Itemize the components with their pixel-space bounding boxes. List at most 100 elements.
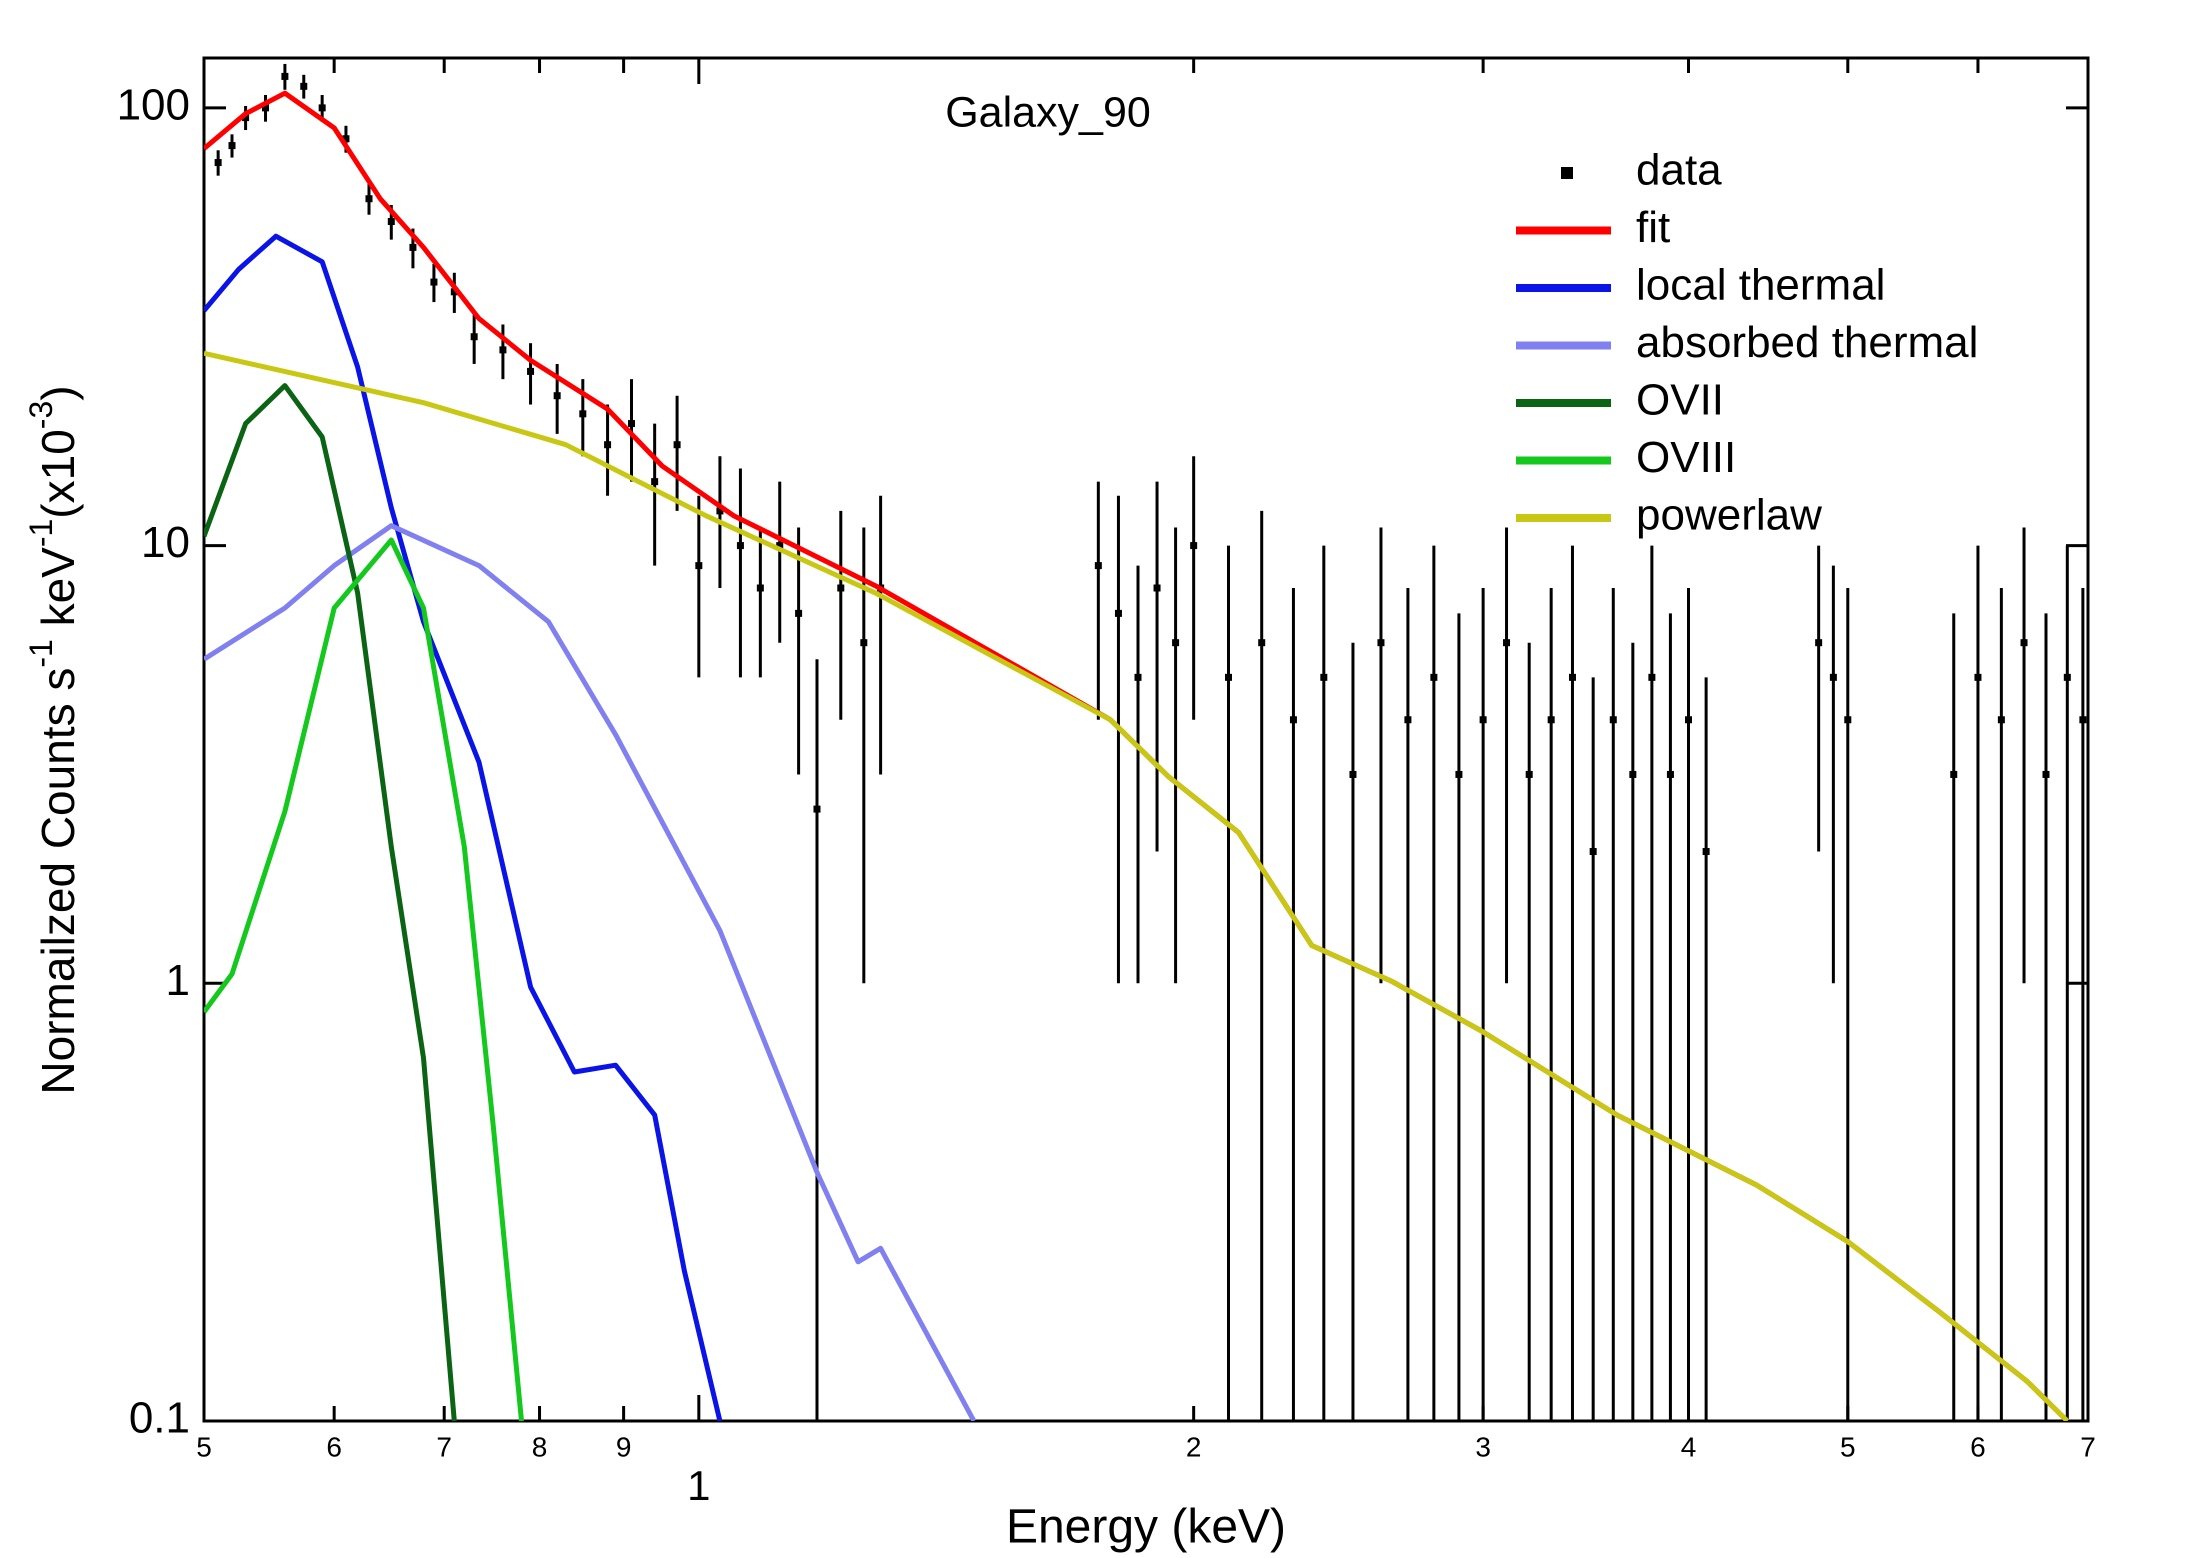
data-point (2079, 716, 2087, 724)
data-point (837, 584, 845, 592)
data-point (673, 441, 681, 449)
x-tick-label: 5 (1840, 1431, 1856, 1462)
data-point (795, 609, 803, 617)
legend-label: data (1636, 146, 1722, 195)
data-point (1829, 673, 1837, 681)
data-point (1455, 770, 1463, 778)
data-point (318, 104, 326, 112)
data-point (281, 72, 289, 80)
series-line (204, 537, 524, 1421)
data-point (736, 542, 744, 550)
y-tick-label: 10 (141, 518, 190, 567)
data-point (1349, 770, 1357, 778)
plot-frame (202, 56, 2090, 1423)
data-point (1289, 716, 1297, 724)
data-point (1153, 584, 1161, 592)
data-point (1589, 848, 1597, 856)
data-point (262, 104, 270, 112)
x-tick-label: 4 (1681, 1431, 1697, 1462)
legend-label: powerlaw (1636, 491, 1822, 540)
data-point (470, 333, 478, 341)
data-point (1224, 673, 1232, 681)
data-point (776, 542, 784, 550)
y-tick-label: 100 (117, 80, 190, 129)
data-point (1568, 673, 1576, 681)
data-point (387, 218, 395, 226)
data-point (342, 135, 350, 143)
x-tick-label: 3 (1475, 1431, 1491, 1462)
data-point (1525, 770, 1533, 778)
data-point (1702, 848, 1710, 856)
x-tick-label: 5 (196, 1431, 212, 1462)
y-axis-label-part: keV (32, 547, 84, 639)
data-point (695, 562, 703, 570)
data-point (1950, 770, 1958, 778)
data-point (214, 159, 222, 167)
data-point (430, 278, 438, 286)
data-point (604, 441, 612, 449)
data-point (1430, 673, 1438, 681)
chart-title: Galaxy_90 (945, 88, 1151, 136)
data-point (300, 82, 308, 90)
y-axis-label-part: -3 (23, 401, 59, 429)
data-point (527, 367, 535, 375)
x-tick-label: 1 (687, 1462, 710, 1509)
y-tick-label: 1 (166, 956, 190, 1005)
legend-label: local thermal (1636, 261, 1885, 310)
data-point (1648, 673, 1656, 681)
data-point (1320, 673, 1328, 681)
data-point (1844, 716, 1852, 724)
series-line (204, 350, 2070, 1421)
data-point (450, 288, 458, 296)
x-tick-label: 8 (532, 1431, 548, 1462)
series-line (204, 523, 977, 1421)
y-axis-label-part: (x10 (32, 429, 84, 518)
x-tick-label: 2 (1186, 1431, 1202, 1462)
data-point (228, 142, 236, 150)
data-point (1094, 562, 1102, 570)
data-point (1997, 716, 2005, 724)
data-point (1258, 639, 1266, 647)
legend-label: fit (1636, 203, 1670, 252)
data-point (1666, 770, 1674, 778)
data-point (1609, 716, 1617, 724)
data-point (1190, 542, 1198, 550)
x-tick-label: 6 (1970, 1431, 1986, 1462)
data-point (1114, 609, 1122, 617)
legend-label: OVII (1636, 376, 1724, 425)
y-axis-label-part: -1 (23, 519, 59, 547)
series-line (204, 233, 723, 1421)
data-point (716, 507, 724, 515)
data-point (2063, 673, 2071, 681)
x-axis-label: Energy (keV) (1006, 1501, 1286, 1554)
y-axis-label-part: Normailzed Counts s (32, 668, 84, 1095)
data-point (1479, 716, 1487, 724)
data-point (1815, 639, 1823, 647)
x-tick-label: 7 (436, 1431, 452, 1462)
y-axis-label-part: -1 (23, 639, 59, 667)
data-point (1377, 639, 1385, 647)
x-tick-label: 9 (616, 1431, 632, 1462)
data-point (499, 346, 507, 354)
data-point (628, 420, 636, 428)
series-line (204, 383, 457, 1421)
data-point (2042, 770, 2050, 778)
data-point (1134, 673, 1142, 681)
x-tick-label: 7 (2080, 1431, 2096, 1462)
legend-swatch (1561, 167, 1573, 179)
legend-label: OVIII (1636, 433, 1736, 482)
data-point (756, 584, 764, 592)
data-point (813, 805, 821, 813)
data-point (1684, 716, 1692, 724)
data-point (2020, 639, 2028, 647)
y-axis-label-part: ) (32, 385, 84, 400)
data-point (1404, 716, 1412, 724)
data-point (409, 243, 417, 251)
data-point (579, 410, 587, 418)
data-point (1974, 673, 1982, 681)
legend-label: absorbed thermal (1636, 318, 1978, 367)
data-point (553, 392, 561, 400)
data-point (1503, 639, 1511, 647)
